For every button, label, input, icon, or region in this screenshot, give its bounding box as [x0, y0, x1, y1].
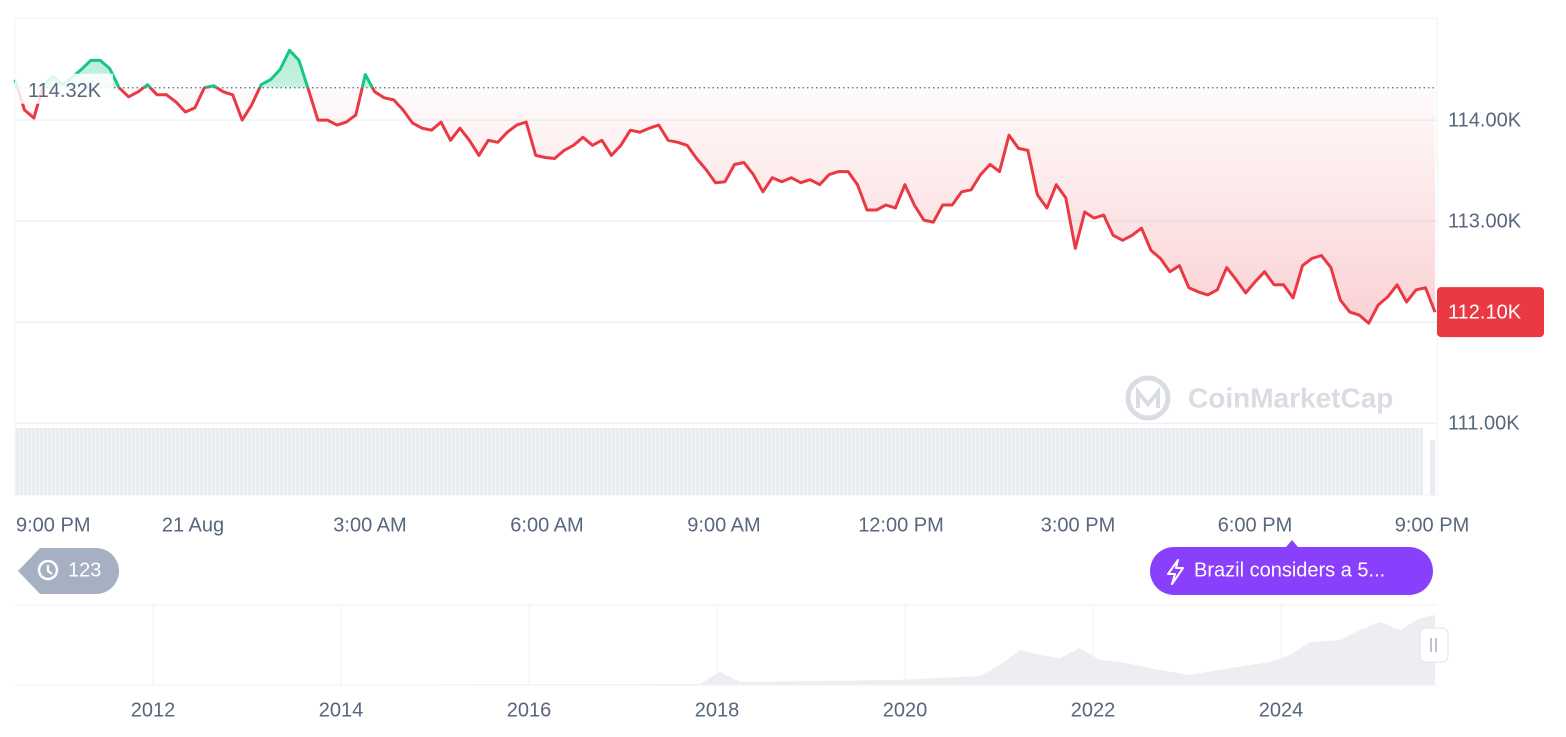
x-tick-label: 6:00 AM: [510, 514, 583, 536]
navigator-label: 2020: [883, 699, 928, 721]
history-pill-bg[interactable]: [18, 548, 120, 594]
navigator: 2012 2014 2016 2018 2020 2022 2024: [15, 604, 1449, 721]
x-tick-label: 9:00 AM: [687, 514, 760, 536]
watermark: CoinMarketCap: [1125, 375, 1393, 421]
last-price-badge: 112.10K: [1437, 287, 1544, 338]
history-icon-hands: [46, 565, 53, 575]
navigator-label: 2018: [695, 699, 740, 721]
volume-bar: [1430, 440, 1435, 495]
navigator-label: 2014: [319, 699, 364, 721]
reference-marker: 114.32K: [15, 73, 113, 104]
news-pill-bg[interactable]: [1150, 547, 1433, 595]
watermark-logo: [1125, 375, 1171, 421]
navigator-label: 2012: [131, 699, 176, 721]
history-icon: [37, 559, 59, 581]
reference-label-bg: [15, 73, 113, 104]
badge-bg: [1437, 287, 1544, 338]
history-count: 123: [68, 559, 101, 581]
watermark-text: CoinMarketCap: [1188, 382, 1393, 413]
history-pill[interactable]: 123: [18, 548, 120, 594]
news-text: Brazil considers a 5...: [1194, 559, 1385, 581]
y-tick-label: 111.00K: [1448, 413, 1520, 435]
navigator-handle-grip: [1430, 638, 1437, 652]
news-pointer: [1286, 540, 1298, 547]
x-tick-label: 12:00 PM: [858, 514, 944, 536]
news-icon: [1167, 559, 1184, 585]
navigator-label: 2024: [1259, 699, 1304, 721]
navigator-area: [15, 615, 1435, 685]
navigator-label: 2022: [1071, 699, 1116, 721]
last-price-label: 112.10K: [1448, 301, 1522, 323]
y-tick-label: 114.00K: [1448, 109, 1522, 131]
x-tick-label: 3:00 PM: [1041, 514, 1115, 536]
news-pill[interactable]: Brazil considers a 5...: [1150, 540, 1433, 595]
y-tick-label: 113.00K: [1448, 210, 1522, 232]
volume-bars: [15, 428, 1423, 495]
x-tick-label: 6:00 PM: [1218, 514, 1292, 536]
x-tick-label: 3:00 AM: [333, 514, 406, 536]
watermark-logo-m: [1136, 386, 1160, 408]
navigator-handle[interactable]: [1419, 627, 1449, 663]
area-fill: [15, 50, 1435, 324]
x-tick-label: 21 Aug: [162, 514, 224, 536]
x-tick-label: 9:00 PM: [1395, 514, 1469, 536]
reference-label: 114.32K: [28, 80, 102, 102]
navigator-label: 2016: [507, 699, 552, 721]
price-line: [13, 48, 1437, 325]
x-tick-label: 9:00 PM: [16, 514, 90, 536]
